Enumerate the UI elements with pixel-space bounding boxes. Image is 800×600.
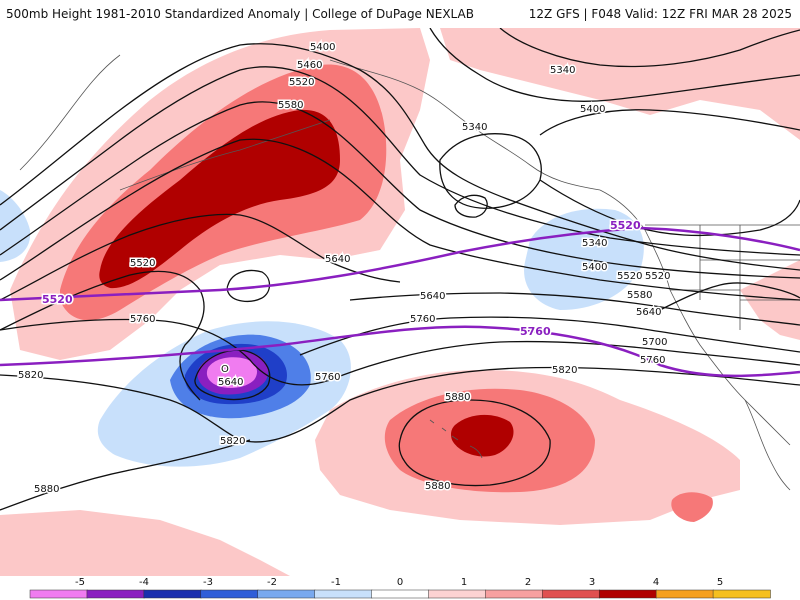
baja-coast (745, 400, 790, 490)
colorbar-segment (599, 590, 656, 598)
colorbar-segment (201, 590, 258, 598)
contour-label: 5760 (315, 372, 340, 383)
colorbar-segment (87, 590, 144, 598)
colorbar-tick-label: -3 (203, 577, 213, 588)
special-label-5520-right: 5520 (610, 219, 641, 232)
colorbar-tick-label: 5 (717, 577, 723, 588)
colorbar-tick-label: 3 (589, 577, 595, 588)
anomaly-pos2-small (671, 492, 713, 522)
contour-label: 5580 (278, 100, 303, 111)
colorbar-tick-label: 2 (525, 577, 531, 588)
contour-label: 5640 (420, 291, 445, 302)
contour-label: 5880 (34, 484, 59, 495)
colorbar-segment (713, 590, 770, 598)
anomaly-map: 5400 5460 5520 5580 5640 5340 5400 5340 … (0, 28, 800, 576)
contour-label: 5580 (627, 290, 652, 301)
colorbar-tick-label: -2 (267, 577, 277, 588)
colorbar-segment (542, 590, 599, 598)
contour-label: 5880 (425, 481, 450, 492)
colorbar-segment (428, 590, 485, 598)
contour-label: 5460 (297, 60, 322, 71)
contour-label: 5340 (550, 65, 575, 76)
contour-label: 5880 (445, 392, 470, 403)
contour-label: 5760 (410, 314, 435, 325)
contour-label: 5640 (325, 254, 350, 265)
contour-label: 5760 (640, 355, 665, 366)
colorbar-segments (30, 590, 771, 598)
colorbar: -5 -4 -3 -2 -1 0 1 2 3 4 5 (0, 576, 800, 600)
low-center-symbol: O (221, 364, 229, 375)
contour-label: 5400 (310, 42, 335, 53)
contour-label: 5340 (462, 122, 487, 133)
contour-5340-closed (440, 134, 541, 209)
contour-label: 5820 (220, 436, 245, 447)
anomaly-pos1-northeast (440, 28, 800, 140)
colorbar-tick-label: 4 (653, 577, 659, 588)
contour-5400-east (540, 110, 800, 135)
contour-label: 5400 (582, 262, 607, 273)
anomaly-pos1-southwest (0, 510, 290, 576)
colorbar-segment (30, 590, 87, 598)
contour-label: 5520 (645, 271, 670, 282)
colorbar-segment (372, 590, 429, 598)
contour-label: 5760 (130, 314, 155, 325)
contour-label: 5640 (636, 307, 661, 318)
map-svg: 5400 5460 5520 5580 5640 5340 5400 5340 … (0, 28, 800, 576)
colorbar-tick-label: 0 (397, 577, 403, 588)
colorbar-segment (485, 590, 542, 598)
special-label-5520-left: 5520 (42, 293, 73, 306)
contour-label: 5820 (552, 365, 577, 376)
contour-label: 5520 (617, 271, 642, 282)
colorbar-tick-label: -5 (75, 577, 85, 588)
contour-label: 5520 (130, 258, 155, 269)
colorbar-tick-label: 1 (461, 577, 467, 588)
contour-label: 5400 (580, 104, 605, 115)
special-label-5760: 5760 (520, 325, 551, 338)
contour-label: 5520 (289, 77, 314, 88)
contour-label: 5700 (642, 337, 667, 348)
contour-label: 5340 (582, 238, 607, 249)
contour-label: 5820 (18, 370, 43, 381)
colorbar-segment (144, 590, 201, 598)
colorbar-segment (315, 590, 372, 598)
colorbar-segment (656, 590, 713, 598)
contour-label: 5640 (218, 377, 243, 388)
product-title: 500mb Height 1981-2010 Standardized Anom… (6, 7, 474, 21)
map-header: 500mb Height 1981-2010 Standardized Anom… (0, 0, 800, 29)
low-center-marker: O (221, 364, 229, 375)
colorbar-tick-label: -4 (139, 577, 149, 588)
colorbar-tick-label: -1 (331, 577, 341, 588)
colorbar-segment (258, 590, 315, 598)
model-valid-time: 12Z GFS | F048 Valid: 12Z FRI MAR 28 202… (529, 7, 792, 21)
